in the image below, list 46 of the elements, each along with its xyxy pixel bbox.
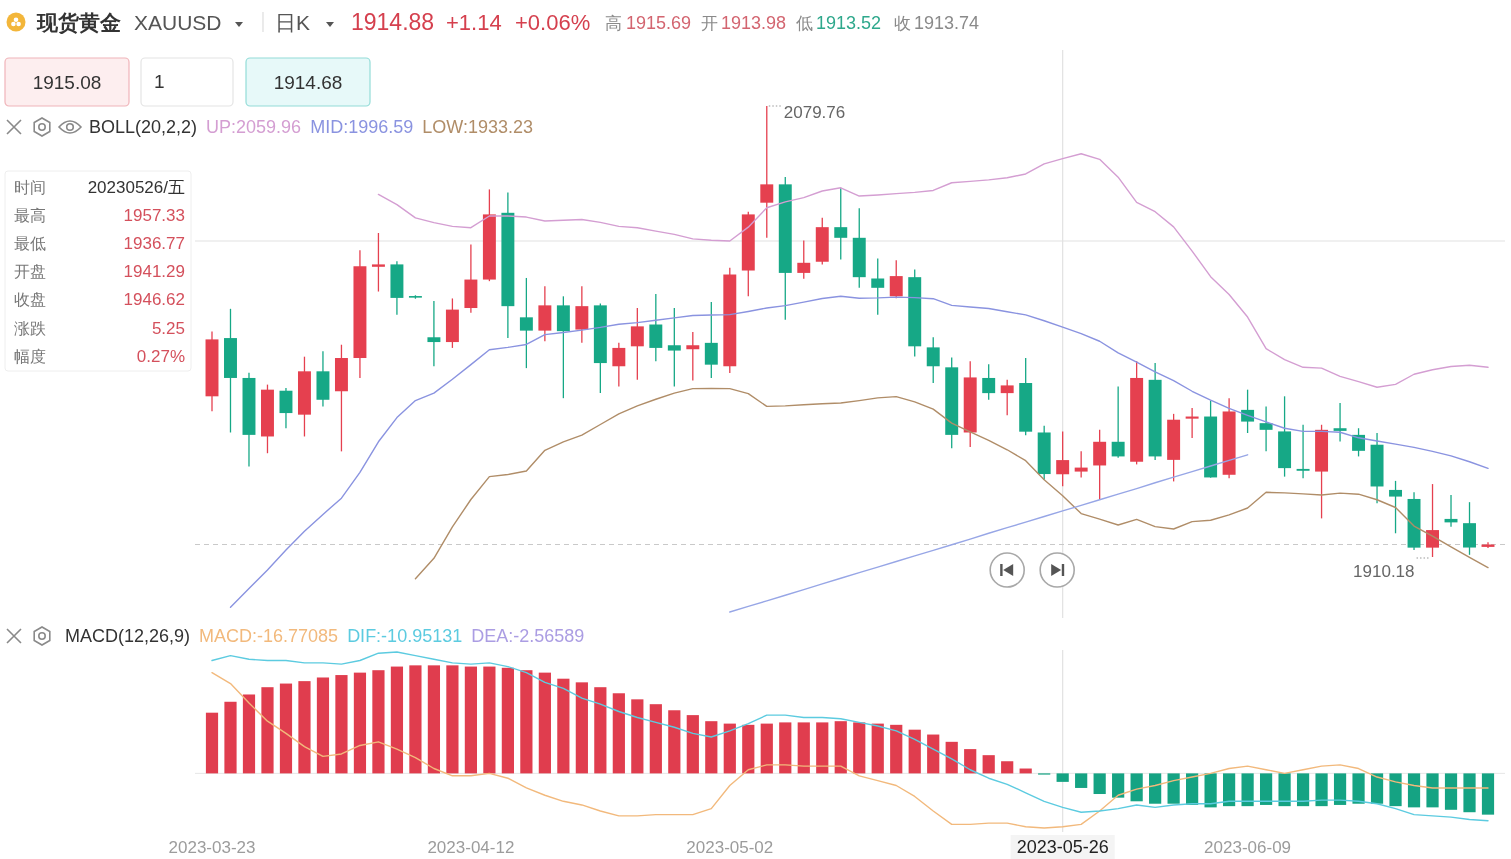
text: 收	[894, 13, 911, 33]
text: XAUUSD	[134, 10, 222, 34]
text: 1914.68	[273, 71, 343, 93]
text: 5.25	[151, 318, 185, 338]
text: 1957.33	[123, 205, 185, 225]
text: 涨跌	[14, 319, 46, 337]
text: 开	[701, 13, 718, 33]
series-label: DIF:-10.95131	[347, 626, 463, 646]
x-tick-label: 2023-04-12	[427, 837, 515, 857]
text: 1915.69	[626, 13, 692, 33]
text: 20230526/五	[87, 177, 185, 197]
text: 1913.74	[914, 13, 980, 33]
text: 收盘	[14, 291, 46, 309]
x-tick-label: 2023-06-09	[1204, 837, 1292, 857]
text: 最低	[14, 234, 46, 252]
text: +1.14	[446, 9, 502, 35]
text: +0.06%	[515, 9, 591, 35]
text: 1946.62	[123, 290, 185, 310]
text: 1936.77	[123, 233, 185, 253]
text: 0.27%	[136, 346, 185, 366]
chart-title: MACD(12,26,9)	[65, 626, 191, 646]
text: 1915.08	[32, 71, 102, 93]
text: 低	[796, 13, 813, 33]
x-tick-label: 2023-05-02	[686, 837, 774, 857]
x-tick-label: 2023-03-23	[168, 837, 256, 857]
text: DEA:-2.56589	[471, 626, 585, 646]
text: 1	[154, 70, 165, 92]
annotation: 2079.76	[783, 102, 846, 122]
text: 1913.52	[816, 13, 882, 33]
text: 幅度	[14, 347, 46, 365]
text: 日K	[275, 10, 311, 34]
text: LOW:1933.23	[422, 117, 533, 137]
text: 开盘	[14, 263, 46, 281]
text: 时间	[14, 178, 46, 196]
text: 1941.29	[123, 262, 185, 282]
text: 1913.98	[721, 13, 787, 33]
text: 最高	[14, 206, 46, 224]
text: 1910.18	[1353, 561, 1415, 581]
text: 1914.88	[351, 9, 435, 35]
text: BOLL(20,2,2)	[89, 117, 198, 137]
text: 高	[605, 13, 622, 33]
x-tick-label: 2023-05-26	[1016, 837, 1109, 857]
text: MID:1996.59	[310, 117, 414, 137]
text: UP:2059.96	[206, 117, 302, 137]
text: 现货黄金	[36, 10, 121, 35]
series-label: MACD:-16.77085	[199, 626, 339, 646]
